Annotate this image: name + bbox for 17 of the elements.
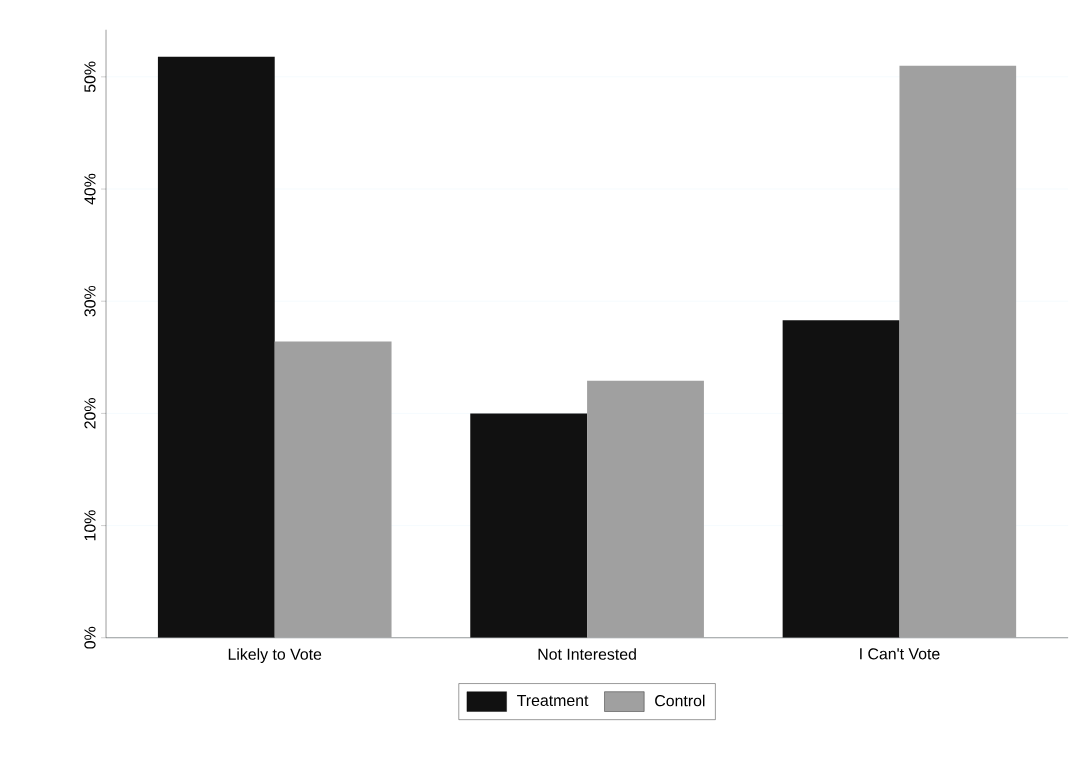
x-tick-label: Likely to Vote — [228, 648, 322, 664]
bar — [782, 320, 900, 638]
bar — [470, 413, 588, 638]
y-tick-label: 50% — [84, 61, 96, 93]
bar — [274, 341, 392, 638]
legend-label: Control — [655, 694, 705, 707]
x-tick-label: Not Interested — [538, 648, 636, 661]
y-tick-label: 0% — [84, 627, 96, 649]
legend-label: Treatment — [517, 695, 589, 707]
y-tick-label: 10% — [84, 510, 96, 541]
y-tick-label: 40% — [84, 173, 96, 205]
bar — [899, 65, 1017, 638]
bar — [587, 381, 704, 638]
x-tick-label: I Can't Vote — [860, 648, 940, 660]
y-tick-label: 20% — [84, 398, 96, 429]
bar — [157, 56, 275, 638]
y-tick-label: 30% — [84, 286, 96, 317]
